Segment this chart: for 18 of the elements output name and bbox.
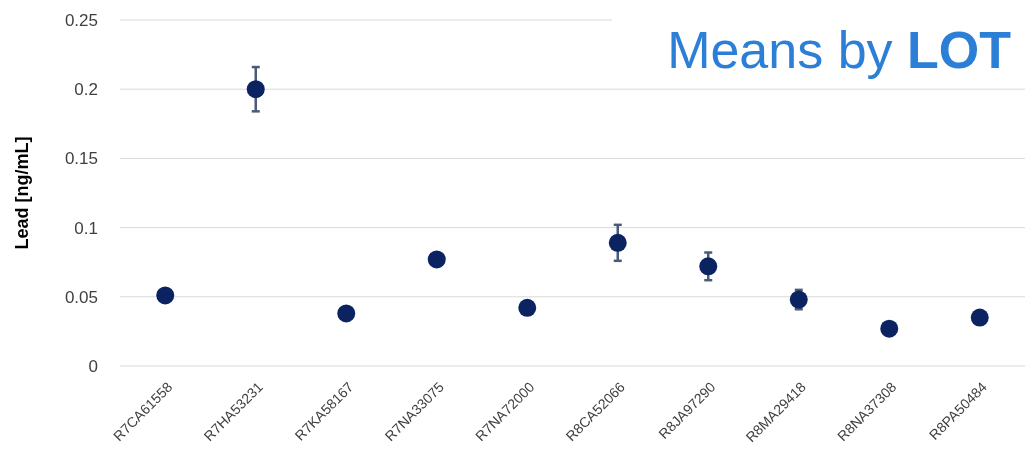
point <box>518 298 537 317</box>
point <box>880 319 899 338</box>
y-tick-label: 0.2 <box>74 80 98 100</box>
point <box>156 286 175 305</box>
point <box>608 233 627 252</box>
y-tick-label: 0.15 <box>64 149 98 169</box>
y-tick-label: 0.05 <box>64 287 98 307</box>
point <box>246 80 265 99</box>
y-tick-label: 0 <box>88 356 98 376</box>
y-axis-title: Lead [ng/mL] <box>12 136 32 250</box>
point <box>970 308 989 327</box>
point <box>789 290 808 309</box>
point <box>337 304 356 323</box>
point <box>427 250 446 269</box>
point <box>699 257 718 276</box>
y-tick-label: 0.1 <box>74 218 98 238</box>
y-tick-label: 0.25 <box>64 10 98 30</box>
chart-title: Means by LOT <box>667 21 1012 79</box>
